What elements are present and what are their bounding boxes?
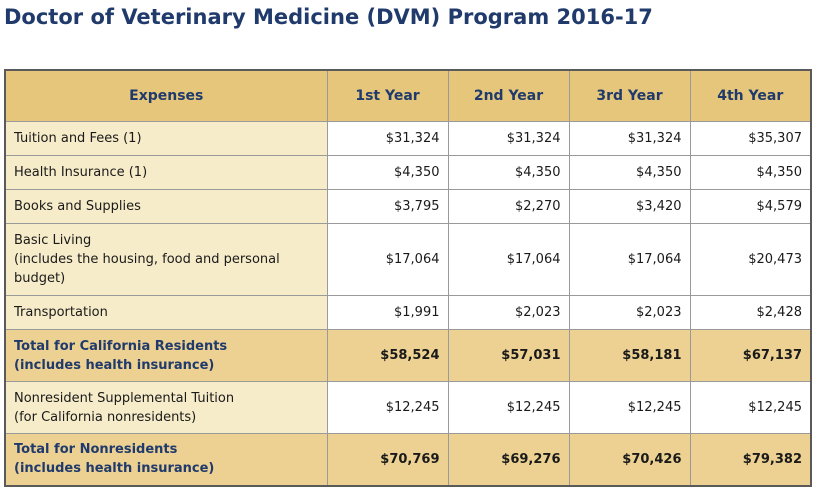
- cell-3rd-year: $4,350: [568, 155, 691, 190]
- cell-3rd-year: $12,245: [568, 381, 691, 434]
- cell-3rd-year: $31,324: [568, 121, 691, 156]
- label-line: (for California nonresidents): [14, 409, 197, 425]
- row-label: Basic Living (includes the housing, food…: [4, 223, 328, 296]
- cell-3rd-year: $2,023: [568, 295, 691, 330]
- row-label: Nonresident Supplemental Tuition (for Ca…: [4, 381, 328, 434]
- table-header-row: Expenses 1st Year 2nd Year 3rd Year 4th …: [4, 69, 812, 122]
- row-label: Books and Supplies: [4, 189, 328, 224]
- row-total-nonresidents: Total for Nonresidents (includes health …: [4, 433, 812, 486]
- expenses-table: Expenses 1st Year 2nd Year 3rd Year 4th …: [4, 69, 812, 487]
- cell-1st-year: $70,769: [326, 433, 449, 486]
- row-total-california-residents: Total for California Residents (includes…: [4, 329, 812, 382]
- row-label: Health Insurance (1): [4, 155, 328, 190]
- cell-3rd-year: $3,420: [568, 189, 691, 224]
- cell-4th-year: $79,382: [689, 433, 812, 486]
- header-3rd-year: 3rd Year: [568, 69, 691, 122]
- cell-2nd-year: $57,031: [447, 329, 570, 382]
- cell-2nd-year: $17,064: [447, 223, 570, 296]
- cell-1st-year: $31,324: [326, 121, 449, 156]
- cell-1st-year: $1,991: [326, 295, 449, 330]
- header-1st-year: 1st Year: [326, 69, 449, 122]
- header-expenses: Expenses: [4, 69, 328, 122]
- cell-4th-year: $35,307: [689, 121, 812, 156]
- cell-4th-year: $2,428: [689, 295, 812, 330]
- label-line: budget): [14, 271, 66, 286]
- label-line: Total for Nonresidents: [14, 442, 178, 458]
- row-label: Tuition and Fees (1): [4, 121, 328, 156]
- cell-3rd-year: $17,064: [568, 223, 691, 296]
- cell-4th-year: $12,245: [689, 381, 812, 434]
- label-line: Books and Supplies: [14, 199, 141, 214]
- cell-2nd-year: $2,270: [447, 189, 570, 224]
- cell-1st-year: $17,064: [326, 223, 449, 296]
- row-nonresident-supplemental-tuition: Nonresident Supplemental Tuition (for Ca…: [4, 381, 812, 434]
- label-line: (includes health insurance): [14, 461, 215, 477]
- row-label: Transportation: [4, 295, 328, 330]
- row-label: Total for Nonresidents (includes health …: [4, 433, 328, 486]
- cell-4th-year: $20,473: [689, 223, 812, 296]
- cell-1st-year: $12,245: [326, 381, 449, 434]
- row-books-supplies: Books and Supplies $3,795 $2,270 $3,420 …: [4, 189, 812, 224]
- cell-2nd-year: $31,324: [447, 121, 570, 156]
- label-line: Tuition and Fees (1): [14, 131, 142, 146]
- cell-4th-year: $4,350: [689, 155, 812, 190]
- cell-3rd-year: $58,181: [568, 329, 691, 382]
- label-line: Nonresident Supplemental Tuition: [14, 390, 235, 406]
- cell-2nd-year: $12,245: [447, 381, 570, 434]
- cell-3rd-year: $70,426: [568, 433, 691, 486]
- row-transportation: Transportation $1,991 $2,023 $2,023 $2,4…: [4, 295, 812, 330]
- row-health-insurance: Health Insurance (1) $4,350 $4,350 $4,35…: [4, 155, 812, 190]
- cell-1st-year: $58,524: [326, 329, 449, 382]
- label-line: Basic Living: [14, 233, 92, 248]
- cell-1st-year: $3,795: [326, 189, 449, 224]
- label-line: Transportation: [14, 305, 108, 320]
- cell-2nd-year: $69,276: [447, 433, 570, 486]
- page-title: Doctor of Veterinary Medicine (DVM) Prog…: [4, 5, 653, 29]
- row-basic-living: Basic Living (includes the housing, food…: [4, 223, 812, 296]
- label-line: Health Insurance (1): [14, 165, 148, 180]
- cell-4th-year: $4,579: [689, 189, 812, 224]
- label-line: (includes health insurance): [14, 357, 215, 373]
- cell-2nd-year: $2,023: [447, 295, 570, 330]
- cell-4th-year: $67,137: [689, 329, 812, 382]
- header-2nd-year: 2nd Year: [447, 69, 570, 122]
- cell-2nd-year: $4,350: [447, 155, 570, 190]
- label-line: (includes the housing, food and personal: [14, 252, 280, 267]
- label-line: Total for California Residents: [14, 338, 228, 354]
- row-label: Total for California Residents (includes…: [4, 329, 328, 382]
- header-4th-year: 4th Year: [689, 69, 812, 122]
- cell-1st-year: $4,350: [326, 155, 449, 190]
- row-tuition-fees: Tuition and Fees (1) $31,324 $31,324 $31…: [4, 121, 812, 156]
